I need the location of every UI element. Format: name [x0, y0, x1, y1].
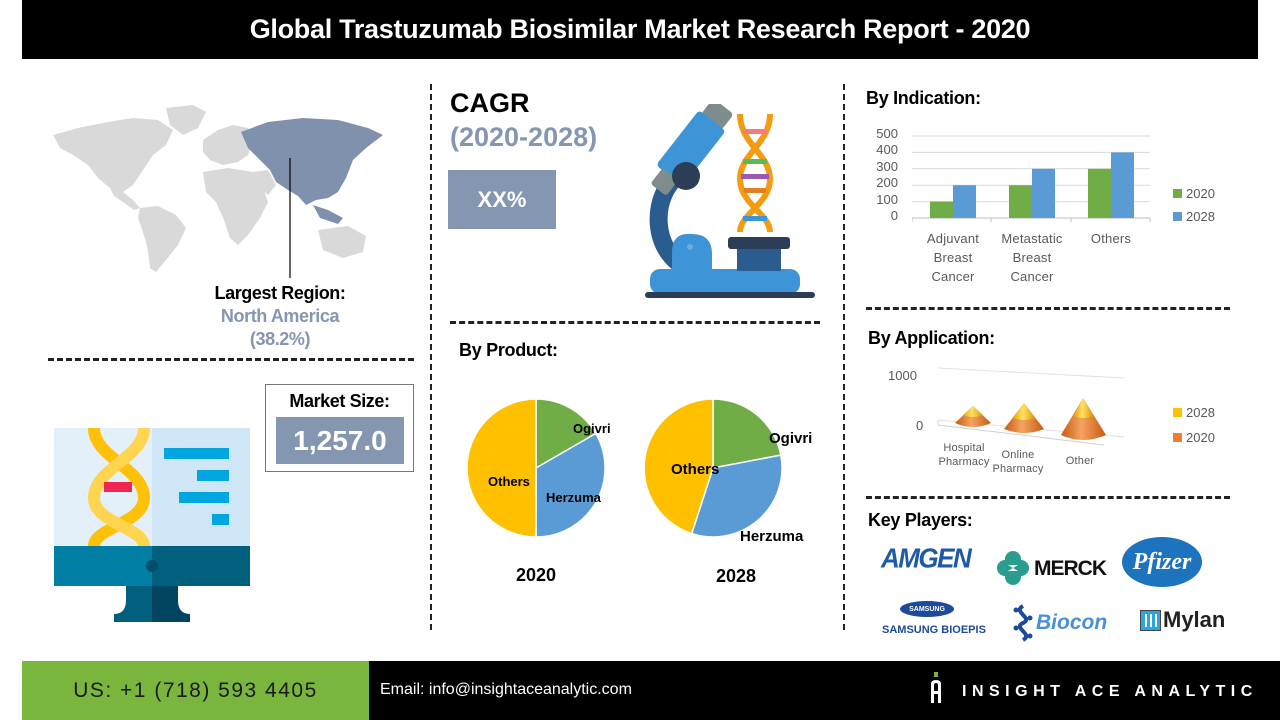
pie-2028-year: 2028 [716, 566, 757, 586]
key-players-title: Key Players: [868, 510, 973, 530]
pie-2028-label-ogivri: Ogivri [769, 430, 813, 447]
pfizer-logo: Pfizer [1132, 548, 1192, 575]
application-category-other: Other [1065, 455, 1095, 467]
pie-2028-label-herzuma: Herzuma [740, 528, 804, 545]
section-divider [450, 321, 820, 324]
pfizer-logo-badge: Pfizer [1122, 537, 1202, 587]
pie-2020-label-ogivri: Ogivri [573, 421, 611, 436]
market-size-label: Market Size: [289, 391, 390, 411]
section-divider [866, 496, 1230, 499]
footer-email[interactable]: Email: info@insightaceanalytic.com [380, 681, 632, 698]
market-size-value: 1,257.0 [276, 417, 404, 464]
microscope-dna-icon [645, 104, 815, 298]
application-legend: 2028 2020 [1173, 405, 1215, 445]
footer-phone-block: US: +1 (718) 593 4405 [22, 661, 369, 720]
report-title: Global Trastuzumab Biosimilar Market Res… [249, 14, 1031, 44]
biocon-logo: Biocon [1036, 611, 1108, 634]
pie-chart-2020 [466, 398, 606, 538]
by-product-title: By Product: [459, 340, 558, 360]
amgen-logo: AMGEN [881, 542, 972, 574]
indication-bar-chart [912, 135, 1151, 222]
samsung-logo-badge: SAMSUNG [900, 601, 954, 617]
largest-region-block: Largest Region: North America (38.2%) [170, 282, 390, 351]
legend-item-2020: 2020 [1173, 186, 1215, 201]
footer-brand: INSIGHT ACE ANALYTIC [962, 683, 1258, 700]
indication-category-adjuvant: Adjuvant Breast Cancer [926, 231, 980, 284]
market-size-card: Market Size: 1,257.0 [265, 384, 414, 472]
application-category-online: Online Pharmacy [992, 449, 1044, 475]
section-divider [866, 307, 1230, 310]
samsung-logo: SAMSUNG [909, 605, 945, 613]
legend-item-2028: 2028 [1173, 405, 1215, 420]
cagr-period: (2020-2028) [450, 122, 598, 152]
mylan-logo-icon [1140, 610, 1161, 631]
indication-category-metastatic: Metastatic Breast Cancer [1001, 231, 1063, 284]
application-ytick-1000: 1000 [888, 368, 917, 383]
biocon-logo-icon [1013, 604, 1033, 642]
largest-region-share: (38.2%) [249, 329, 311, 349]
indication-legend: 2020 2028 [1173, 186, 1215, 224]
merck-logo: MERCK [1034, 557, 1107, 580]
by-application-title: By Application: [868, 328, 995, 348]
application-category-hospital: Hospital Pharmacy [938, 442, 990, 468]
world-map-icon [53, 105, 383, 278]
application-cone-chart [937, 367, 1125, 446]
footer-bar [369, 661, 1280, 720]
report-title-banner: Global Trastuzumab Biosimilar Market Res… [22, 0, 1258, 59]
cagr-value: XX% [477, 186, 527, 212]
indication-category-others: Others [1090, 231, 1132, 246]
samsung-bioepis-logo: SAMSUNG BIOEPIS [882, 624, 986, 636]
largest-region-label: Largest Region: [214, 283, 346, 303]
legend-item-2028: 2028 [1173, 209, 1215, 224]
section-divider [48, 358, 414, 361]
dna-monitor-icon [54, 428, 250, 622]
pie-chart-2028 [643, 398, 783, 538]
pie-2020-year: 2020 [516, 565, 557, 585]
column-divider-left [430, 84, 432, 630]
largest-region-name: North America [220, 306, 340, 326]
merck-logo-icon [997, 551, 1029, 585]
cagr-title: CAGR [450, 88, 530, 118]
by-indication-title: By Indication: [866, 88, 981, 108]
column-divider-right [843, 84, 845, 630]
mylan-logo: Mylan [1163, 607, 1226, 632]
pie-2020-label-others: Others [488, 474, 530, 489]
insight-ace-logo-icon [931, 672, 941, 703]
cagr-value-box: XX% [448, 170, 556, 229]
pie-2028-label-others: Others [671, 461, 720, 478]
pie-2020-label-herzuma: Herzuma [546, 490, 601, 505]
legend-item-2020: 2020 [1173, 430, 1215, 445]
application-ytick-0: 0 [916, 418, 924, 433]
footer-phone[interactable]: US: +1 (718) 593 4405 [73, 678, 318, 702]
